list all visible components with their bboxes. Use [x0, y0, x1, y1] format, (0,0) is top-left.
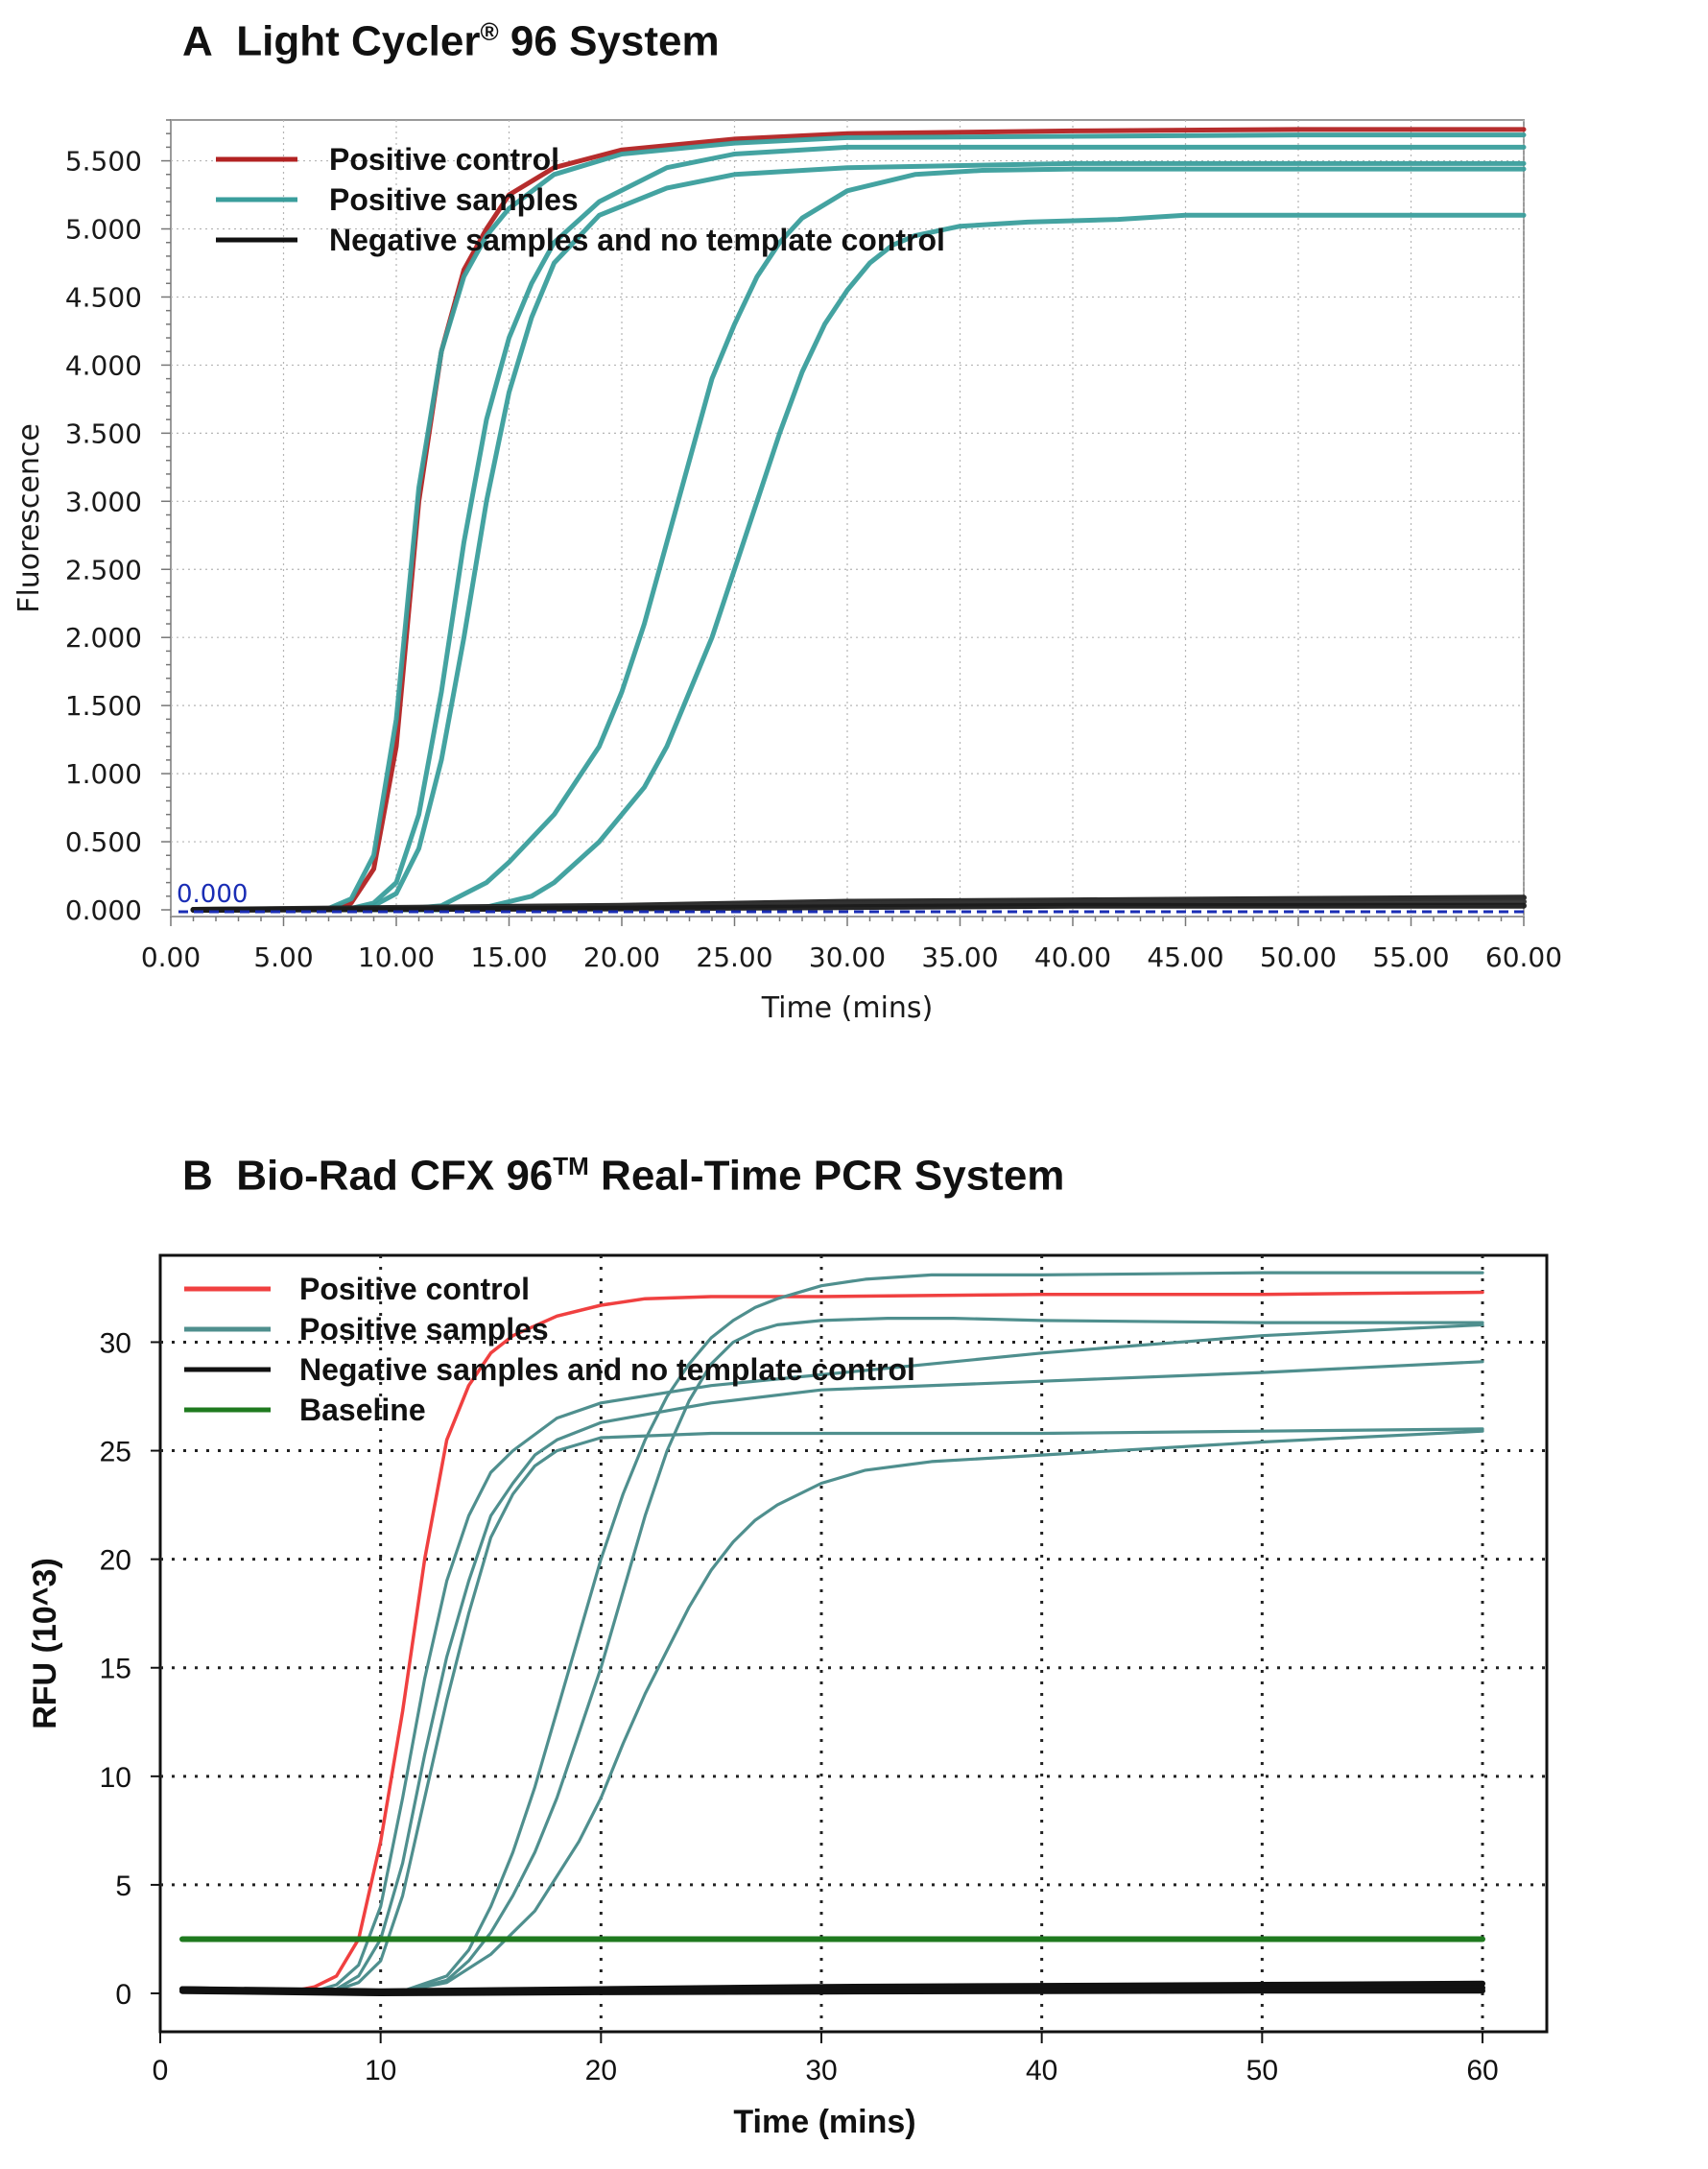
legend-label-a: Positive control — [329, 142, 559, 177]
x-tick-label-a: 60.00 — [1485, 941, 1562, 973]
panel-a-title-suffix: 96 System — [498, 17, 720, 65]
y-tick-label-a: 3.000 — [65, 486, 142, 517]
x-tick-label-a: 45.00 — [1147, 941, 1223, 973]
legend-label-b: Positive samples — [299, 1312, 549, 1347]
x-tick-label-a: 55.00 — [1372, 941, 1449, 973]
y-tick-label-a: 0.500 — [65, 826, 142, 858]
chart-a: 0.00 5.00 10.00 15.00 20.00 25.00 30.00 35.00 40… — [12, 119, 1562, 1025]
x-tick-label-a: 20.00 — [583, 941, 660, 973]
y-tick-label-b: 20 — [100, 1545, 131, 1577]
x-tick-label-b: 40 — [1026, 2055, 1057, 2086]
y-tick-label-b: 0 — [115, 1979, 131, 2011]
series-line-b — [179, 1988, 1485, 1996]
panel-a-title-text: Light Cycler — [236, 17, 481, 65]
x-tick-label-a: 0.00 — [141, 941, 201, 973]
series-line-a — [191, 212, 1527, 913]
y-tick-label-b: 10 — [100, 1762, 131, 1794]
series-line-b — [180, 1290, 1484, 1993]
x-tick-label-b: 60 — [1466, 2055, 1498, 2086]
series-line-b — [180, 1271, 1484, 1993]
y-tick-label-a: 5.000 — [65, 214, 142, 246]
y-tick-label-a: 2.000 — [65, 622, 142, 654]
series-line-a — [191, 132, 1527, 913]
x-tick-label-a: 30.00 — [809, 941, 886, 973]
legend-label-b: Positive control — [299, 1272, 530, 1306]
x-tick-label-a: 50.00 — [1260, 941, 1337, 973]
x-tick-label-a: 25.00 — [696, 941, 772, 973]
y-tick-label-a: 1.000 — [65, 758, 142, 790]
series-line-b — [180, 1429, 1484, 1993]
panel-b-letter: B — [182, 1152, 213, 1200]
y-tick-label-a: 5.500 — [65, 146, 142, 178]
x-tick-label-b: 10 — [365, 2055, 396, 2086]
panel-b-title-sup: TM — [553, 1152, 589, 1180]
y-tick-label-b: 25 — [100, 1437, 131, 1468]
y-tick-label-b: 15 — [100, 1654, 131, 1685]
series-line-a — [190, 902, 1527, 913]
y-tick-label-a: 2.500 — [65, 554, 142, 585]
y-tick-label-b: 5 — [115, 1871, 131, 1902]
x-tick-label-a: 10.00 — [358, 941, 435, 973]
y-tick-label-a: 1.500 — [65, 690, 142, 722]
panel-b-title-text: Bio-Rad CFX 96 — [236, 1152, 554, 1200]
y-tick-label-a: 4.000 — [65, 349, 142, 381]
x-axis-label-a: Time (mins) — [761, 991, 934, 1025]
y-tick-label-a: 3.500 — [65, 417, 142, 449]
panel-b-title-suffix: Real-Time PCR System — [588, 1152, 1065, 1200]
x-tick-label-a: 40.00 — [1034, 941, 1111, 973]
y-tick-label-a: 4.500 — [65, 281, 142, 313]
series-line-b — [180, 1427, 1484, 1993]
threshold-label-a: 0.000 — [177, 880, 248, 909]
x-tick-label-b: 50 — [1246, 2055, 1278, 2086]
legend-label-b: Baseline — [299, 1393, 426, 1427]
y-tick-label-b: 30 — [100, 1327, 131, 1359]
panel-a-title-sup: ® — [480, 17, 499, 46]
x-tick-label-a: 15.00 — [470, 941, 547, 973]
x-tick-label-b: 30 — [805, 2055, 837, 2086]
series-line-a — [191, 166, 1527, 913]
series-line-b — [180, 1323, 1484, 1993]
panel-a-title: A Light Cycler® 96 System — [182, 17, 720, 66]
y-tick-label-a: 0.000 — [65, 894, 142, 926]
y-axis-label-a: Fluorescence — [12, 423, 46, 613]
x-tick-label-a: 35.00 — [921, 941, 998, 973]
x-axis-label-b: Time (mins) — [733, 2104, 915, 2140]
y-axis-label-b: RFU (10^3) — [27, 1558, 63, 1729]
x-tick-label-b: 0 — [153, 2055, 169, 2086]
legend-label-a: Negative samples and no template control — [329, 223, 945, 257]
x-tick-label-b: 20 — [585, 2055, 617, 2086]
panel-a-letter: A — [182, 17, 213, 65]
panel-b-title: B Bio-Rad CFX 96TM Real-Time PCR System — [182, 1152, 1064, 1201]
x-tick-label-a: 5.00 — [253, 941, 313, 973]
legend-label-b: Negative samples and no template control — [299, 1352, 915, 1387]
series-line-a — [191, 127, 1527, 913]
legend-label-a: Positive samples — [329, 182, 579, 217]
series-line-b — [180, 1360, 1484, 1993]
